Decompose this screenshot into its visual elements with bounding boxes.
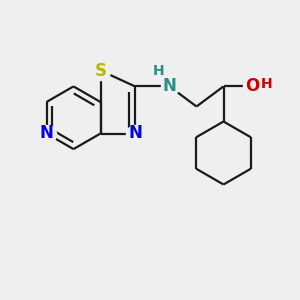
Text: N: N xyxy=(163,77,176,95)
Text: N: N xyxy=(40,124,53,142)
Text: H: H xyxy=(152,64,164,78)
Text: H: H xyxy=(261,77,272,91)
Text: N: N xyxy=(128,124,142,142)
Text: O: O xyxy=(245,77,259,95)
Text: S: S xyxy=(94,61,106,80)
